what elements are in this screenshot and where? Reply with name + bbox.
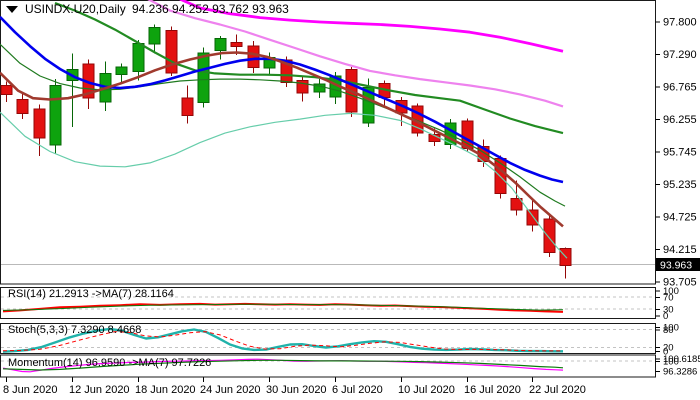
candle-body-bull: [132, 43, 145, 72]
time-axis-label[interactable]: 18 Jun 2020: [135, 384, 196, 396]
main-plot-area[interactable]: [0, 0, 656, 285]
candle-body-bear: [247, 45, 260, 69]
candle-body-bear: [526, 209, 539, 226]
candle: [214, 36, 227, 60]
time-axis-label[interactable]: 8 Jun 2020: [3, 384, 57, 396]
candle: [181, 85, 194, 124]
stochastic-scale-label: 0: [663, 347, 668, 358]
time-axis-label[interactable]: 24 Jun 2020: [200, 384, 261, 396]
time-axis-label[interactable]: 10 Jul 2020: [398, 384, 455, 396]
price-axis-label: 93.705: [663, 277, 697, 289]
candle-body-bear: [165, 29, 178, 74]
chart-title-symbol: USINDX.U20,Daily: [25, 2, 126, 16]
candle: [33, 104, 46, 156]
candle-body-bull: [197, 52, 210, 104]
stochastic-scale-label: 80: [663, 325, 674, 336]
ma-maroon-line: [0, 51, 564, 228]
candle-body-bull: [148, 27, 161, 45]
stochastic-scale-label: 100: [663, 323, 679, 334]
candle-body-bull: [214, 38, 227, 52]
rsi-scale-label: 100: [663, 286, 679, 297]
candle-body-bull: [313, 83, 326, 93]
candle: [148, 24, 161, 54]
ma-magenta-line: [179, 0, 564, 53]
ma-dark-green-line: [54, 1, 564, 135]
time-axis-label[interactable]: 22 Jul 2020: [529, 384, 586, 396]
rsi-ma-line: [2, 303, 564, 311]
momentum-scale-label: 100: [663, 357, 679, 368]
momentum-panel-label: Momentum(14) 96.9590 ->MA(7) 97.7226: [8, 357, 211, 369]
stoch-panel-label: Stoch(5,3,3) 7.3290 8.4668: [8, 324, 141, 336]
time-axis-label[interactable]: 12 Jun 2020: [69, 384, 130, 396]
candle: [296, 76, 309, 102]
price-axis-label: 94.215: [663, 244, 697, 256]
current-price-box: 93.963: [656, 258, 700, 272]
candle: [49, 79, 62, 155]
candle-body-bear: [543, 218, 556, 253]
candle-body-bear: [0, 85, 13, 95]
momentum-ma-line: [2, 359, 564, 371]
candle: [543, 213, 556, 257]
ma-mint-lower-band-line: [0, 111, 568, 259]
ma-blue-line: [0, 15, 564, 184]
candle: [313, 79, 326, 99]
candle-body-bull: [362, 86, 375, 124]
candle: [247, 41, 260, 73]
candle-body-bull: [49, 85, 62, 146]
chart-title-ohlc: 94.236 94.252 93.762 93.963: [132, 2, 289, 16]
rsi-scale-label: 70: [663, 292, 674, 303]
rsi-scale-label: 0: [663, 311, 668, 322]
price-axis-label: 97.290: [663, 49, 697, 61]
candle-body-bear: [16, 99, 29, 114]
stochastic-scale-label: 20: [663, 343, 674, 354]
candle-body-bear: [510, 198, 523, 211]
candle-body-bear: [296, 79, 309, 94]
price-axis-label: 95.235: [663, 179, 697, 191]
collapse-triangle-icon[interactable]: [6, 6, 18, 13]
rsi-panel-label: RSI(14) 21.2913 ->MA(7) 28.1164: [8, 288, 174, 300]
candle-body-bear: [33, 108, 46, 139]
candle: [0, 81, 13, 102]
candle: [510, 180, 523, 216]
time-axis-label[interactable]: 6 Jul 2020: [332, 384, 383, 396]
momentum-scale-label: 100.6185: [663, 354, 700, 365]
rsi-scale-label: 30: [663, 305, 674, 316]
ma-violet-pink-line: [147, 0, 564, 108]
rsi-panel[interactable]: [0, 287, 656, 319]
price-axis-label: 96.255: [663, 114, 697, 126]
time-axis-label[interactable]: 16 Jul 2020: [464, 384, 521, 396]
price-axis-label: 97.800: [663, 17, 697, 29]
momentum-main-line: [2, 358, 564, 373]
candle: [115, 63, 128, 85]
candle-body-bull: [115, 66, 128, 76]
momentum-scale-label: 96.3286: [663, 367, 697, 378]
price-axis-label: 96.765: [663, 82, 697, 94]
price-axis-label: 95.745: [663, 147, 697, 159]
candle-body-bear: [230, 41, 243, 48]
candle-body-bear: [181, 97, 194, 116]
candle: [16, 93, 29, 120]
time-axis-label[interactable]: 30 Jun 2020: [266, 384, 327, 396]
stoch-signal-line: [2, 331, 563, 352]
candle: [165, 26, 178, 76]
price-axis-label: 94.725: [663, 212, 697, 224]
current-price-label: 93.963: [660, 260, 692, 272]
